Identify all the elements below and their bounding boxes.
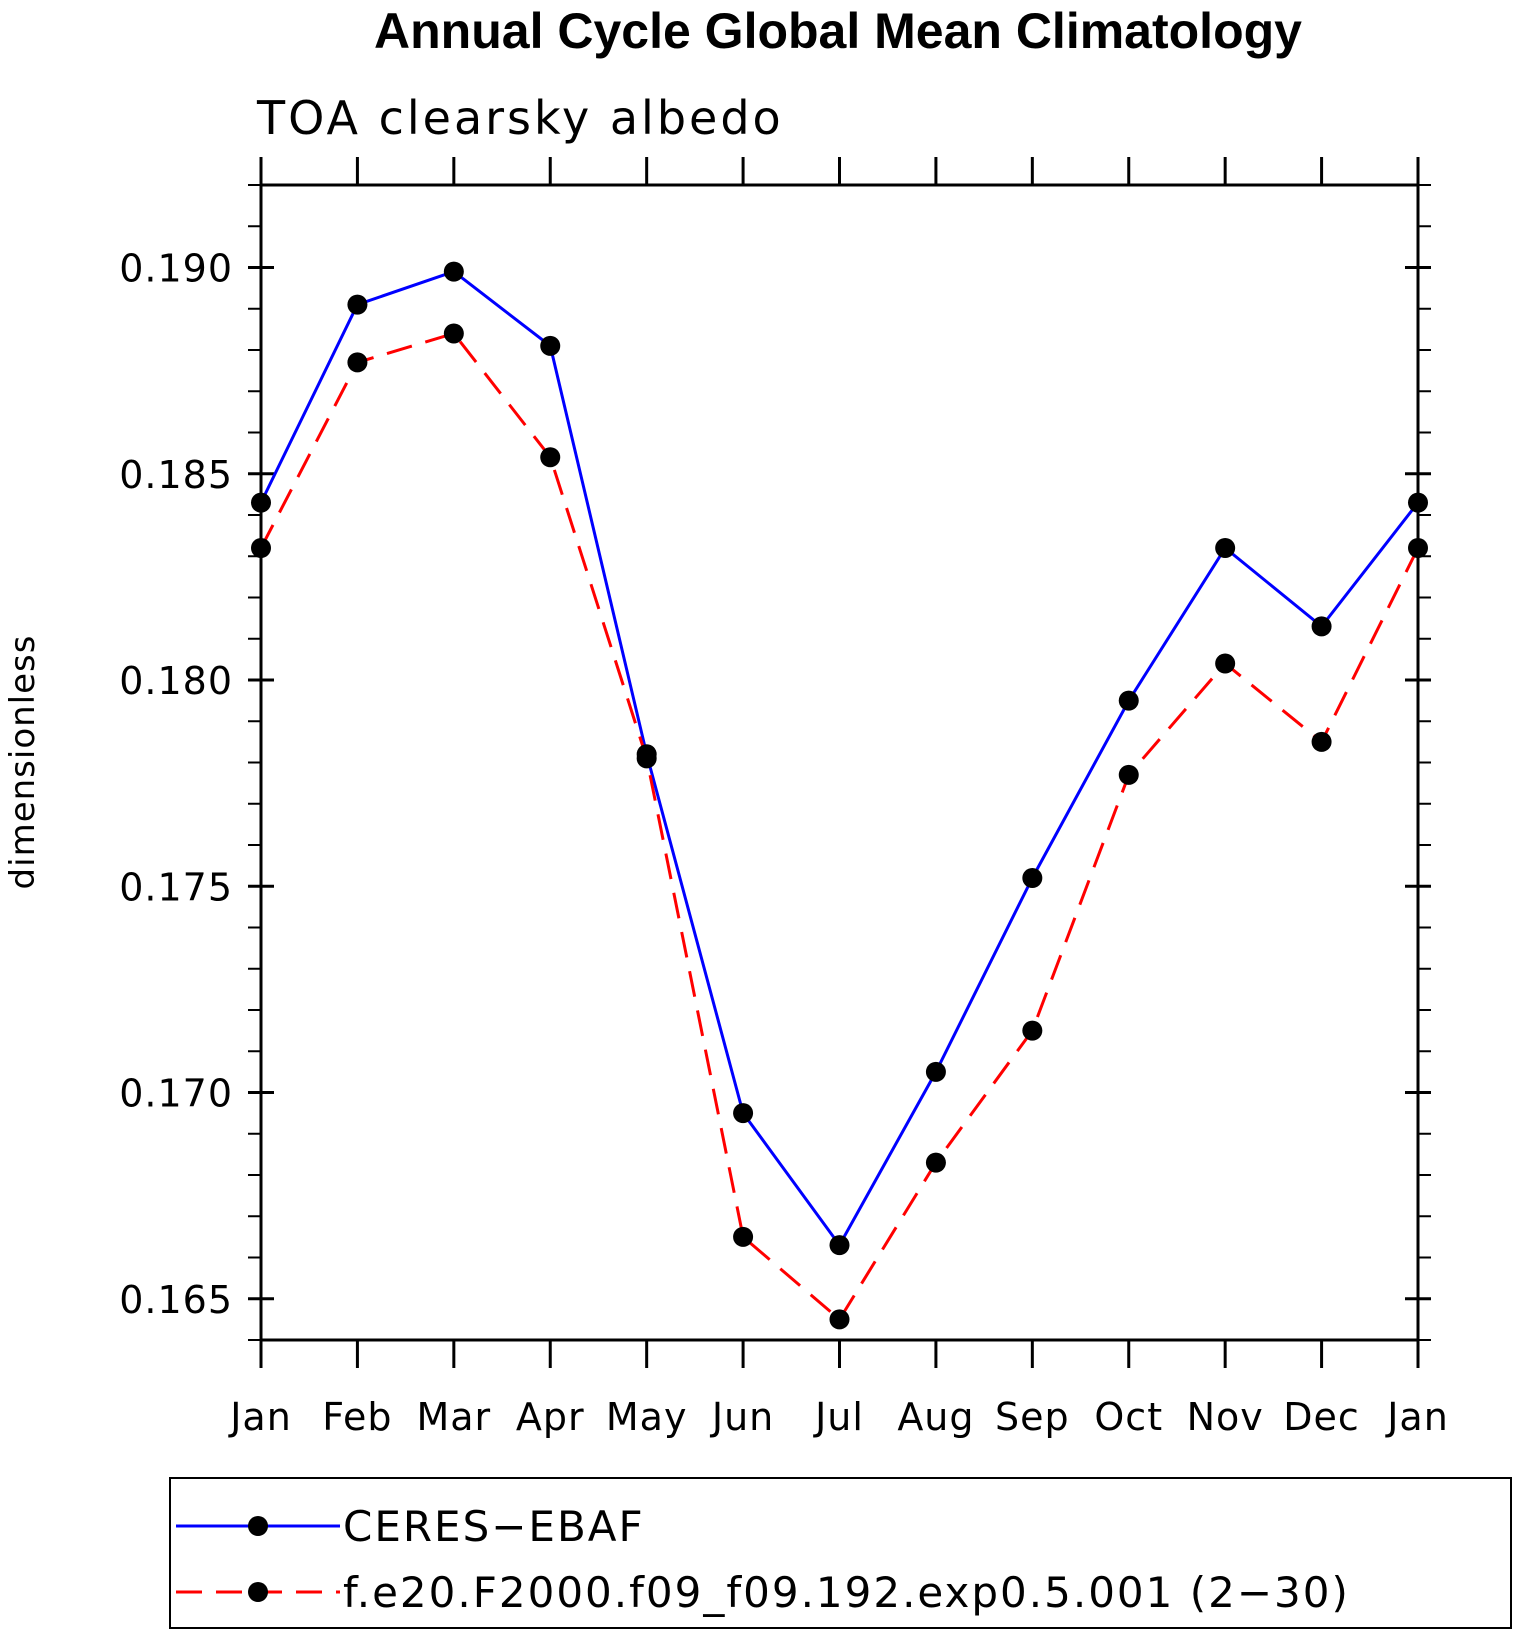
series-1-point xyxy=(733,1103,754,1124)
chart-title: Annual Cycle Global Mean Climatology xyxy=(374,3,1302,59)
series-2-point xyxy=(443,323,464,344)
x-tick-label: Jun xyxy=(710,1395,774,1439)
x-tick-label: Mar xyxy=(416,1395,491,1439)
x-tick-label: Feb xyxy=(322,1395,392,1439)
plot-area: 0.165 0.170 0.175 0.180 0.185 0.190 Jan Feb Mar A… xyxy=(119,157,1449,1439)
x-tick-label: Nov xyxy=(1187,1395,1264,1439)
series-2-point xyxy=(1215,653,1236,674)
series-line-2 xyxy=(259,331,1420,1322)
x-tick-label: Aug xyxy=(897,1395,974,1439)
series-1-point xyxy=(251,492,271,513)
series-2-point xyxy=(829,1309,850,1330)
series-1-point xyxy=(1022,868,1043,888)
series-2-point xyxy=(733,1226,754,1247)
series-2-point xyxy=(1311,731,1332,752)
series-2-point xyxy=(540,447,561,468)
series-2-point xyxy=(1118,764,1139,785)
series-line-1 xyxy=(259,269,1420,1248)
series-1-point xyxy=(540,335,561,356)
x-tick-label: Jul xyxy=(813,1395,864,1439)
legend-frame xyxy=(169,1477,1512,1629)
y-tick-label: 0.185 xyxy=(119,453,233,497)
x-tick-label: Sep xyxy=(995,1395,1070,1439)
x-tick-label: Jan xyxy=(228,1395,292,1439)
series-1-point xyxy=(1215,538,1236,558)
y-tick-label: 0.170 xyxy=(119,1072,233,1116)
legend-label-1: CERES−EBAF xyxy=(343,1502,645,1551)
series-1-point xyxy=(443,261,464,282)
series-1-point xyxy=(925,1061,946,1082)
series-1-point xyxy=(1408,492,1428,513)
series-1-point xyxy=(1311,616,1332,637)
x-tick-label: Dec xyxy=(1283,1395,1360,1439)
series-2-point xyxy=(636,748,657,769)
series-2-point xyxy=(1408,538,1428,558)
series-1-point xyxy=(829,1235,850,1256)
series-2-point xyxy=(347,352,368,373)
series-2-point xyxy=(251,538,271,558)
series-2-point xyxy=(925,1152,946,1173)
legend-label-2: f.e20.F2000.f09_f09.192.exp0.5.001 (2−30… xyxy=(343,1568,1350,1617)
y-tick-label: 0.175 xyxy=(119,865,233,909)
legend-marker-1 xyxy=(248,1516,268,1536)
y-tick-label: 0.190 xyxy=(119,247,233,291)
series-2-point xyxy=(1022,1020,1043,1041)
y-tick-label: 0.165 xyxy=(119,1278,233,1322)
series-1-point xyxy=(347,294,368,315)
x-tick-label: Apr xyxy=(516,1395,585,1439)
plot-frame xyxy=(259,183,1420,1342)
x-tick-label: Oct xyxy=(1094,1395,1163,1439)
x-tick-label: Jan xyxy=(1385,1395,1449,1439)
y-tick-label: 0.180 xyxy=(119,659,233,703)
x-tick-label: May xyxy=(606,1395,688,1439)
legend-marker-2 xyxy=(248,1582,268,1602)
series-1-point xyxy=(1118,690,1139,711)
y-axis-label: dimensionless xyxy=(3,635,43,890)
chart-subtitle: TOA clearsky albedo xyxy=(256,91,784,145)
legend: CERES−EBAF f.e20.F2000.f09_f09.192.exp0.5… xyxy=(169,1477,1512,1629)
